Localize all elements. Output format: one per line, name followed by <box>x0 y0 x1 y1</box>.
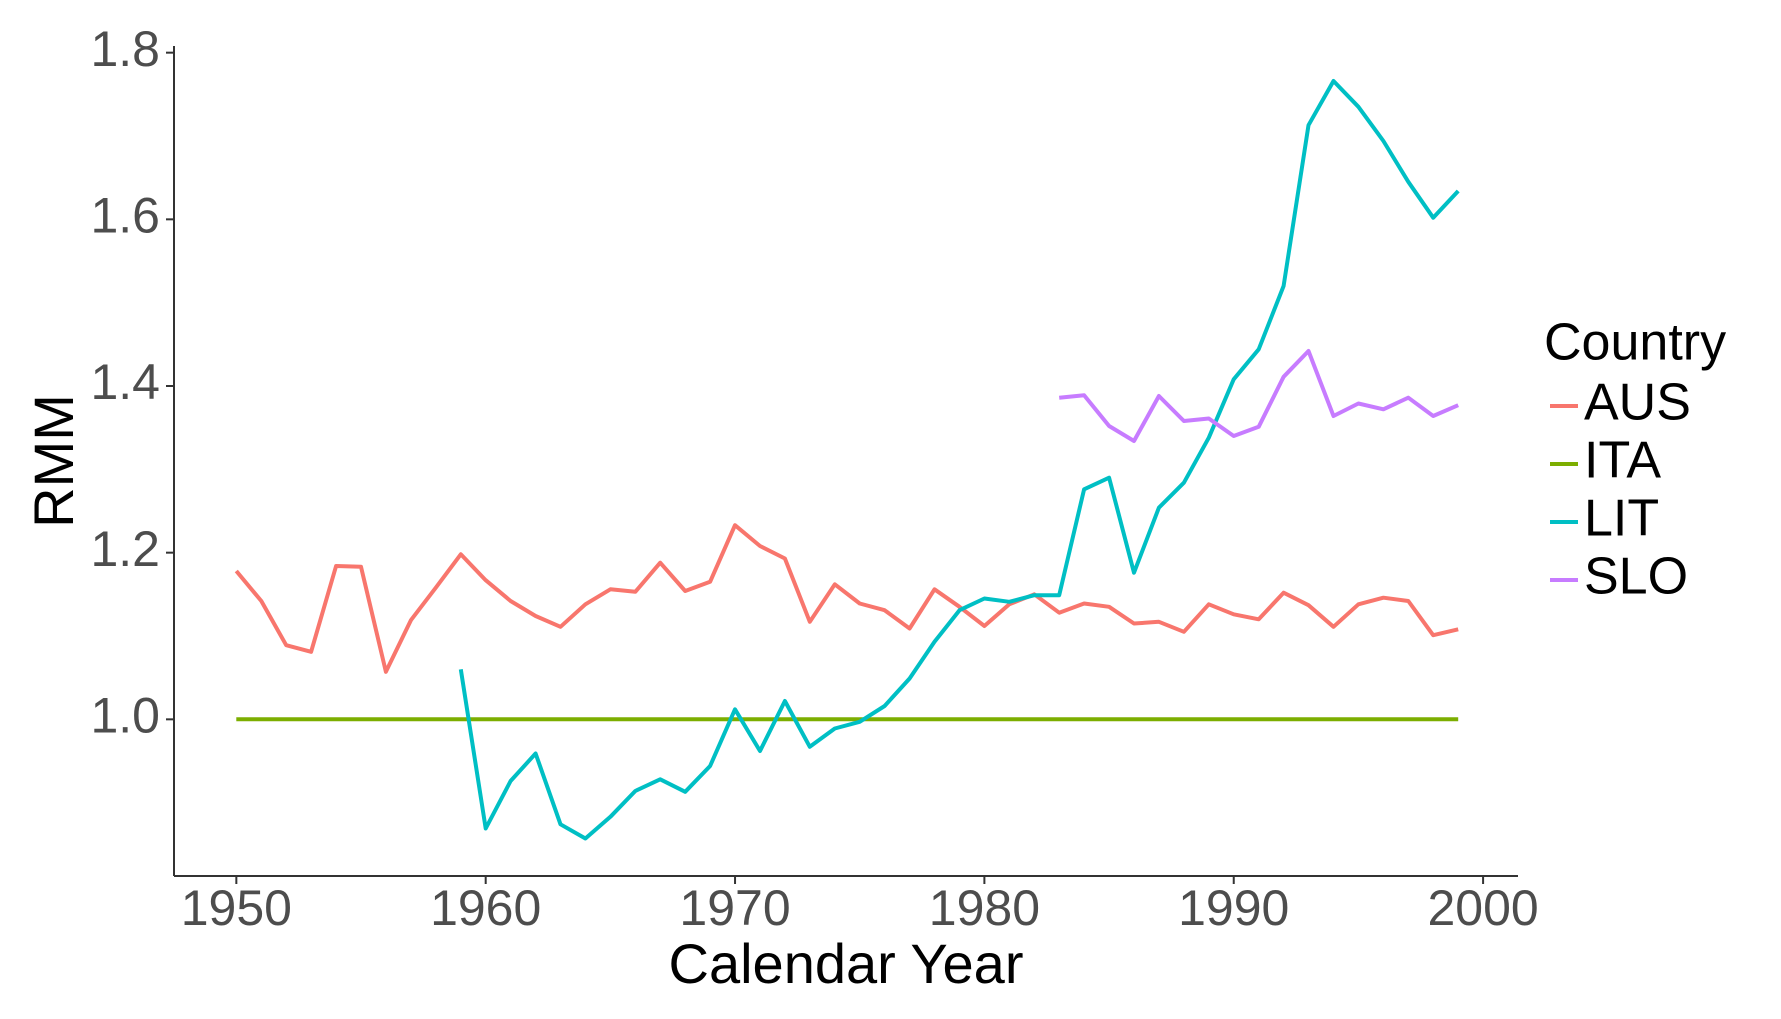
y-tick-label: 1.0 <box>90 688 160 744</box>
x-tick-label: 1990 <box>1178 880 1289 936</box>
x-tick-label: 2000 <box>1427 880 1538 936</box>
y-axis-label: RMM <box>22 394 85 528</box>
y-tick-label: 1.4 <box>90 354 160 410</box>
x-tick-label: 1980 <box>929 880 1040 936</box>
x-tick-label: 1970 <box>679 880 790 936</box>
x-tick-label: 1960 <box>430 880 541 936</box>
legend-title: Country <box>1544 314 1726 372</box>
legend-label: AUS <box>1584 374 1691 432</box>
series-line <box>1059 349 1459 443</box>
x-tick-label: 1950 <box>181 880 292 936</box>
x-axis-label: Calendar Year <box>669 932 1024 995</box>
series-line <box>234 523 1459 674</box>
y-tick-label: 1.8 <box>90 21 160 77</box>
legend-label: SLO <box>1584 548 1688 606</box>
legend-label: ITA <box>1584 432 1661 490</box>
legend-label: LIT <box>1584 490 1659 548</box>
series-line <box>458 79 1460 841</box>
y-tick-label: 1.6 <box>90 188 160 244</box>
y-tick-label: 1.2 <box>90 521 160 577</box>
